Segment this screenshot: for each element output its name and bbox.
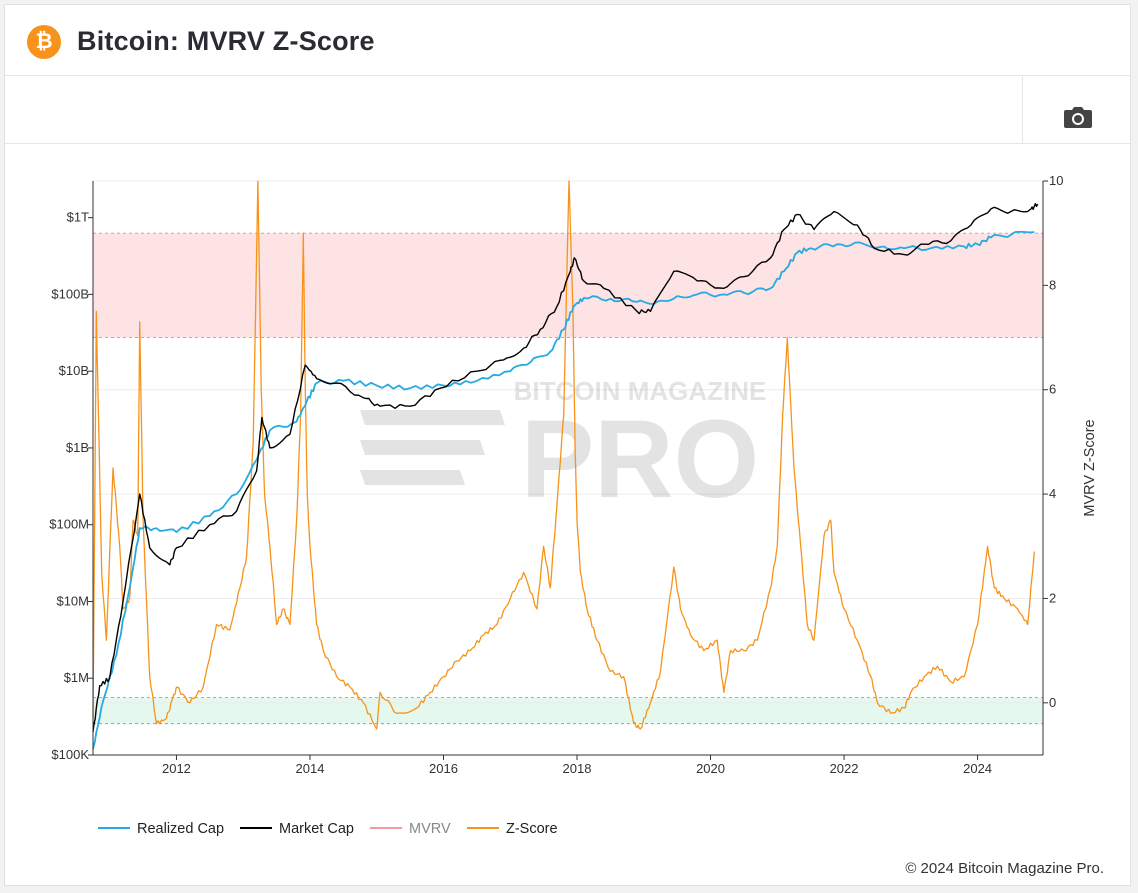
y-right-axis-title: MVRV Z-Score (1082, 419, 1098, 516)
y-left-tick-label: $100K (51, 747, 89, 762)
y-left-tick-label: $100M (49, 517, 89, 532)
y-right-tick-label: 8 (1049, 277, 1056, 292)
y-right-tick-label: 6 (1049, 382, 1056, 397)
legend-label: Market Cap (279, 821, 354, 837)
series-lines (92, 180, 1039, 750)
market-cap-line (92, 203, 1039, 732)
y-right-tick-label: 2 (1049, 590, 1056, 605)
page-title: Bitcoin: MVRV Z-Score (77, 26, 375, 56)
x-tick-label: 2022 (830, 761, 859, 776)
y-left-tick-label: $1M (64, 670, 89, 685)
axes: 2012 2014 2016 2018 2020 2022 2024 $100K $1M $10M… (49, 173, 1098, 776)
copyright-text: © 2024 Bitcoin Magazine Pro. (905, 860, 1104, 877)
y-right-tick-label: 0 (1049, 695, 1056, 710)
z-score-line (92, 180, 1035, 730)
legend-label: Realized Cap (137, 821, 224, 837)
chart-card: ₿ Bitcoin: MVRV Z-Score © 2024 Bitcoin M… (4, 4, 1131, 886)
legend-item-z-score[interactable]: Z-Score (467, 821, 558, 837)
green-zone-band (93, 697, 1043, 724)
x-tick-label: 2014 (296, 761, 325, 776)
y-left-tick-label: $10B (59, 363, 89, 378)
chart-header: ₿ Bitcoin: MVRV Z-Score (5, 5, 1130, 76)
x-tick-label: 2012 (162, 761, 191, 776)
x-tick-label: 2020 (696, 761, 725, 776)
y-right-tick-label: 4 (1049, 486, 1056, 501)
y-left-tick-label: $100B (51, 286, 89, 301)
y-left-tick-label: $10M (56, 593, 89, 608)
watermark: BITCOIN MAGAZINE PRO (360, 376, 766, 521)
x-tick-label: 2016 (429, 761, 458, 776)
y-left-tick-label: $1B (66, 440, 89, 455)
gridlines (93, 180, 1043, 704)
legend: Realized Cap Market Cap MVRV Z-Score (98, 821, 558, 837)
y-right-tick-label: 10 (1049, 173, 1063, 188)
watermark-stripes-icon (360, 410, 505, 485)
x-tick-label: 2024 (963, 761, 992, 776)
toolbar-divider (1022, 75, 1023, 143)
x-tick-label: 2018 (563, 761, 592, 776)
legend-item-mvrv[interactable]: MVRV (370, 821, 451, 837)
chart-toolbar (5, 75, 1130, 144)
y-left-tick-label: $1T (67, 210, 89, 225)
legend-label: Z-Score (506, 821, 558, 837)
bitcoin-logo-icon: ₿ (27, 25, 61, 59)
watermark-top-text: BITCOIN MAGAZINE (514, 376, 767, 406)
legend-item-realized-cap[interactable]: Realized Cap (98, 821, 224, 837)
legend-item-market-cap[interactable]: Market Cap (240, 821, 354, 837)
legend-label: MVRV (409, 821, 451, 837)
camera-icon[interactable] (1063, 105, 1093, 129)
